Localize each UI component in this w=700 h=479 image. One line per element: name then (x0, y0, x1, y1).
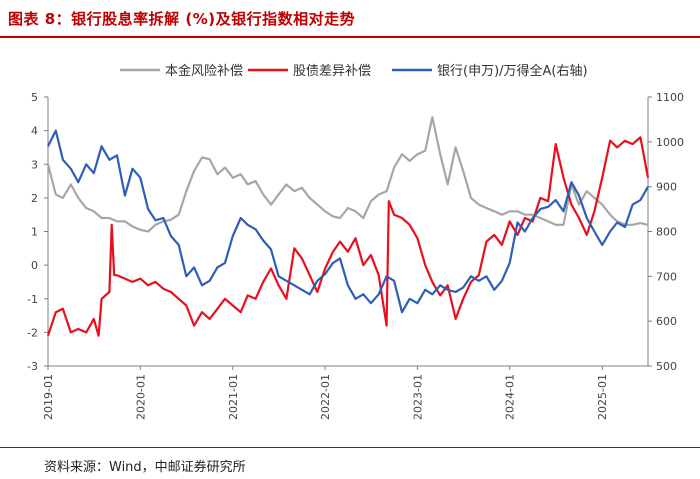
x-tick-label: 2020-01 (134, 374, 147, 420)
left-tick-label: 1 (31, 226, 38, 239)
left-tick-label: 5 (31, 91, 38, 104)
right-tick-label: 600 (656, 315, 677, 328)
series-line-2 (46, 136, 650, 337)
legend: 本金风险补偿 股债差异补偿 银行(申万)/万得全A(右轴) (120, 63, 588, 79)
legend-label-3: 银行(申万)/万得全A(右轴) (437, 63, 588, 79)
left-tick-label: -3 (27, 360, 38, 373)
x-tick-label: 2024-01 (504, 374, 517, 420)
left-tick-label: -2 (27, 326, 38, 339)
x-tick-label: 2022-01 (319, 374, 332, 420)
title-divider (0, 36, 700, 38)
legend-label-1: 本金风险补偿 (165, 63, 243, 79)
left-tick-label: 0 (31, 259, 38, 272)
x-tick-label: 2021-01 (227, 374, 240, 420)
right-tick-label: 1000 (656, 136, 684, 149)
right-tick-label: 700 (656, 270, 677, 283)
x-tick-label: 2025-01 (596, 374, 609, 420)
source-divider (0, 447, 700, 448)
left-tick-label: 2 (31, 192, 38, 205)
axes: -3 -2 -1 0 1 2 3 4 5 500 600 700 800 900 1000 1100 2019-… (27, 91, 684, 420)
chart-title: 图表 8：银行股息率拆解 (%)及银行指数相对走势 (8, 10, 356, 28)
left-tick-label: -1 (27, 293, 38, 306)
right-tick-label: 1100 (656, 91, 684, 104)
series-line-1 (46, 116, 649, 233)
x-tick-label: 2019-01 (42, 374, 55, 420)
left-tick-label: 3 (31, 158, 38, 171)
source-note: 资料来源：Wind，中邮证券研究所 (44, 460, 246, 475)
series-line-3 (47, 129, 649, 314)
x-tick-label: 2023-01 (411, 374, 424, 420)
series-lines (46, 116, 650, 337)
right-tick-label: 800 (656, 226, 677, 239)
right-tick-label: 900 (656, 181, 677, 194)
right-tick-label: 500 (656, 360, 677, 373)
legend-label-2: 股债差异补偿 (293, 64, 371, 79)
left-tick-label: 4 (31, 125, 38, 138)
